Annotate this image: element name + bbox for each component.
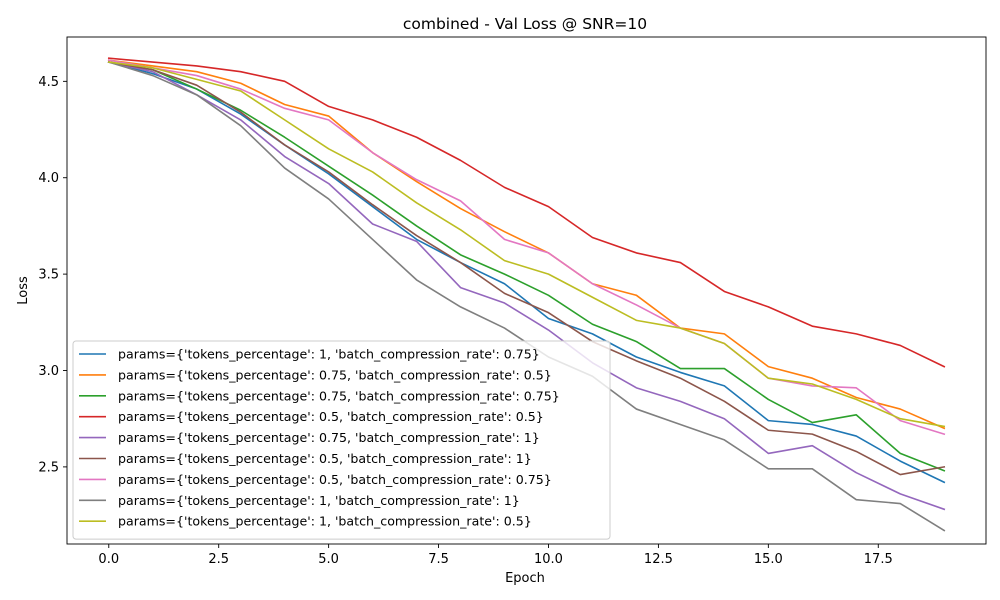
legend-label-7: params={'tokens_percentage': 0.5, 'batch… <box>118 472 552 487</box>
x-tick-label: 5.0 <box>318 552 339 567</box>
legend-label-3: params={'tokens_percentage': 0.75, 'batc… <box>118 388 560 403</box>
legend: params={'tokens_percentage': 1, 'batch_c… <box>72 340 611 540</box>
series-line-5 <box>107 61 946 511</box>
x-tick-label: 17.5 <box>864 552 893 567</box>
legend-label-4: params={'tokens_percentage': 0.5, 'batch… <box>118 409 544 424</box>
x-tick-label: 2.5 <box>208 552 229 567</box>
series-line-4 <box>107 57 946 368</box>
y-tick-label: 3.0 <box>38 364 59 379</box>
legend-label-8: params={'tokens_percentage': 1, 'batch_c… <box>118 493 520 508</box>
x-tick-label: 12.5 <box>644 552 673 567</box>
legend-label-5: params={'tokens_percentage': 0.75, 'batc… <box>118 430 540 445</box>
legend-box <box>72 340 611 540</box>
legend-label-9: params={'tokens_percentage': 1, 'batch_c… <box>118 514 532 529</box>
series-line-6 <box>107 61 946 476</box>
series-line-2 <box>107 59 946 430</box>
x-tick-label: 7.5 <box>428 552 449 567</box>
y-tick-label: 2.5 <box>38 460 59 475</box>
series-line-7 <box>107 59 946 436</box>
x-axis-title: Epoch <box>505 571 545 586</box>
legend-label-1: params={'tokens_percentage': 1, 'batch_c… <box>118 347 540 362</box>
y-axis-title: Loss <box>16 276 31 305</box>
chart-title: combined - Val Loss @ SNR=10 <box>403 15 647 33</box>
legend-label-6: params={'tokens_percentage': 0.5, 'batch… <box>118 451 532 466</box>
legend-label-2: params={'tokens_percentage': 0.75, 'batc… <box>118 367 552 382</box>
plot-area: 0.0 2.5 5.0 7.5 10.0 12.5 15.0 17.5 2.5 3.0 3.5 4.0… <box>38 36 987 567</box>
series-line-3 <box>107 61 946 472</box>
y-tick-label: 3.5 <box>38 268 59 283</box>
axes-frame <box>66 36 987 545</box>
x-tick-label: 0.0 <box>98 552 119 567</box>
y-tick-label: 4.0 <box>38 171 59 186</box>
series-line-9 <box>107 61 946 428</box>
x-tick-label: 15.0 <box>754 552 783 567</box>
y-tick-label: 4.5 <box>38 75 59 90</box>
x-tick-label: 10.0 <box>534 552 563 567</box>
series-line-1 <box>107 61 946 484</box>
